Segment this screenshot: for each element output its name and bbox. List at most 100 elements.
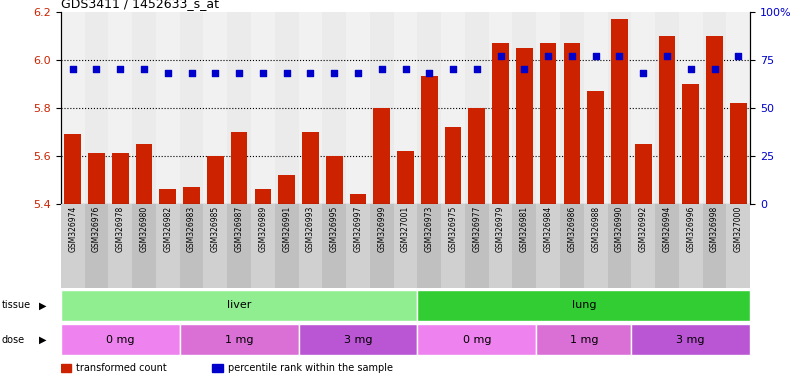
Bar bbox=[465, 204, 489, 288]
Bar bbox=[418, 12, 441, 204]
Bar bbox=[397, 151, 414, 204]
Bar bbox=[298, 324, 418, 356]
Text: GSM326981: GSM326981 bbox=[520, 206, 529, 252]
Bar bbox=[418, 324, 536, 356]
Bar bbox=[109, 12, 132, 204]
Bar bbox=[227, 204, 251, 288]
Bar bbox=[156, 204, 180, 288]
Text: dose: dose bbox=[2, 335, 25, 345]
Bar bbox=[516, 48, 533, 204]
Bar bbox=[373, 108, 390, 204]
Bar bbox=[611, 19, 628, 204]
Point bbox=[138, 66, 151, 72]
Text: GSM326977: GSM326977 bbox=[472, 206, 481, 252]
Bar bbox=[275, 12, 298, 204]
Bar bbox=[160, 189, 176, 204]
Text: percentile rank within the sample: percentile rank within the sample bbox=[228, 363, 393, 373]
Bar bbox=[706, 36, 723, 204]
Point bbox=[185, 70, 198, 76]
Bar bbox=[727, 12, 750, 204]
Point bbox=[565, 53, 578, 59]
Text: 3 mg: 3 mg bbox=[676, 335, 705, 345]
Point bbox=[470, 66, 483, 72]
Bar bbox=[465, 12, 489, 204]
Point bbox=[732, 53, 744, 59]
Bar bbox=[251, 204, 275, 288]
Bar bbox=[587, 91, 604, 204]
Bar bbox=[393, 12, 418, 204]
Point bbox=[613, 53, 626, 59]
Text: lung: lung bbox=[572, 300, 596, 310]
Bar bbox=[564, 43, 580, 204]
Bar bbox=[702, 12, 727, 204]
Point bbox=[280, 70, 293, 76]
Bar bbox=[393, 204, 418, 288]
Bar bbox=[560, 12, 584, 204]
Point bbox=[161, 70, 174, 76]
Point bbox=[256, 70, 269, 76]
Point bbox=[67, 66, 79, 72]
Bar bbox=[183, 187, 200, 204]
Point bbox=[351, 70, 364, 76]
Text: GSM326990: GSM326990 bbox=[615, 206, 624, 252]
Bar bbox=[513, 204, 536, 288]
Point bbox=[233, 70, 246, 76]
Bar bbox=[730, 103, 747, 204]
Text: ▶: ▶ bbox=[39, 300, 46, 310]
Bar bbox=[61, 12, 84, 204]
Bar bbox=[231, 131, 247, 204]
Bar bbox=[421, 76, 438, 204]
Point bbox=[423, 70, 436, 76]
Bar bbox=[584, 12, 607, 204]
Text: tissue: tissue bbox=[2, 300, 31, 310]
Bar bbox=[536, 324, 631, 356]
Bar bbox=[635, 144, 651, 204]
Bar bbox=[631, 204, 655, 288]
Text: GSM326973: GSM326973 bbox=[425, 206, 434, 252]
Bar bbox=[346, 12, 370, 204]
Bar bbox=[441, 12, 465, 204]
Bar bbox=[370, 204, 393, 288]
Bar bbox=[132, 12, 156, 204]
Bar bbox=[322, 12, 346, 204]
Bar bbox=[212, 364, 223, 372]
Bar bbox=[278, 175, 295, 204]
Point bbox=[684, 66, 697, 72]
Text: GSM326998: GSM326998 bbox=[710, 206, 719, 252]
Text: GSM326984: GSM326984 bbox=[543, 206, 552, 252]
Bar bbox=[302, 131, 319, 204]
Point bbox=[447, 66, 460, 72]
Bar bbox=[727, 204, 750, 288]
Point bbox=[494, 53, 507, 59]
Bar bbox=[109, 204, 132, 288]
Text: GSM326974: GSM326974 bbox=[68, 206, 77, 252]
Bar bbox=[489, 204, 513, 288]
Bar bbox=[350, 194, 367, 204]
Text: GSM326991: GSM326991 bbox=[282, 206, 291, 252]
Bar bbox=[370, 12, 393, 204]
Text: GSM326989: GSM326989 bbox=[259, 206, 268, 252]
Bar bbox=[61, 364, 71, 372]
Text: GSM326976: GSM326976 bbox=[92, 206, 101, 252]
Text: GSM326986: GSM326986 bbox=[568, 206, 577, 252]
Point bbox=[304, 70, 317, 76]
Bar bbox=[441, 204, 465, 288]
Point bbox=[375, 66, 388, 72]
Bar bbox=[112, 153, 129, 204]
Bar bbox=[444, 127, 461, 204]
Text: GSM326983: GSM326983 bbox=[187, 206, 196, 252]
Bar bbox=[540, 43, 556, 204]
Point bbox=[660, 53, 673, 59]
Point bbox=[589, 53, 602, 59]
Text: GSM326978: GSM326978 bbox=[116, 206, 125, 252]
Bar bbox=[326, 156, 342, 204]
Bar bbox=[84, 12, 109, 204]
Text: ▶: ▶ bbox=[39, 335, 46, 345]
Bar bbox=[631, 12, 655, 204]
Bar bbox=[61, 290, 418, 321]
Bar bbox=[536, 12, 560, 204]
Bar bbox=[61, 324, 180, 356]
Bar bbox=[607, 12, 631, 204]
Bar bbox=[513, 12, 536, 204]
Text: GSM326985: GSM326985 bbox=[211, 206, 220, 252]
